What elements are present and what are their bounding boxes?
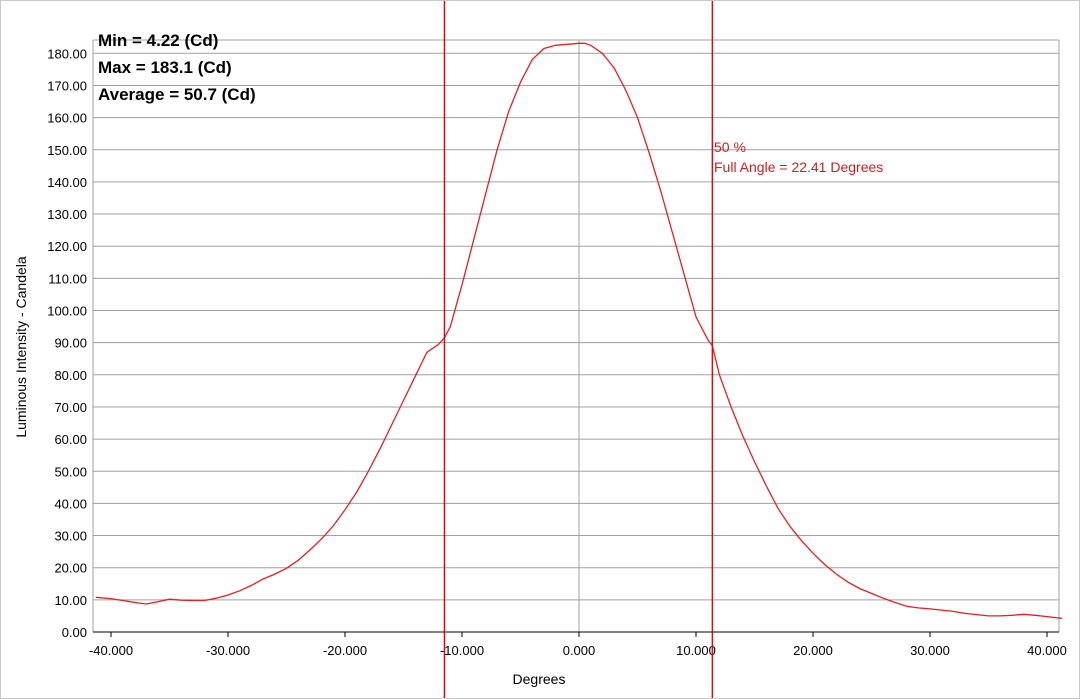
y-tick-label: 150.00 xyxy=(47,143,87,158)
vertical-markers xyxy=(443,0,714,699)
y-tick-label: 120.00 xyxy=(47,239,87,254)
x-tick-label: -40.000 xyxy=(89,643,133,658)
x-tick-label: 0.000 xyxy=(563,643,596,658)
y-tick-label: 180.00 xyxy=(47,46,87,61)
x-axis-label: Degrees xyxy=(513,671,566,687)
y-tick-label: 160.00 xyxy=(47,111,87,126)
stat-max: Max = 183.1 (Cd) xyxy=(98,58,232,77)
x-tick-label: 40.000 xyxy=(1027,643,1067,658)
y-tick-label: 10.00 xyxy=(54,593,87,608)
y-axis-label: Luminous Intensity - Candela xyxy=(13,256,29,438)
y-tick-label: 140.00 xyxy=(47,175,87,190)
grid xyxy=(92,39,1060,633)
y-tick-label: 130.00 xyxy=(47,207,87,222)
y-tick-label: 30.00 xyxy=(54,529,87,544)
annotation-full-angle: Full Angle = 22.41 Degrees xyxy=(714,159,883,175)
x-tick-label: 20.000 xyxy=(793,643,833,658)
x-tick-label: 30.000 xyxy=(910,643,950,658)
x-tick-label: -30.000 xyxy=(206,643,250,658)
x-tick-label: 10.000 xyxy=(676,643,716,658)
y-tick-label: 80.00 xyxy=(54,368,87,383)
y-tick-label: 170.00 xyxy=(47,78,87,93)
intensity-curve xyxy=(95,42,1063,620)
x-tick-label: -20.000 xyxy=(323,643,367,658)
stat-min: Min = 4.22 (Cd) xyxy=(98,31,218,50)
y-tick-label: 50.00 xyxy=(54,464,87,479)
stat-average: Average = 50.7 (Cd) xyxy=(98,85,256,104)
y-tick-label: 20.00 xyxy=(54,561,87,576)
y-ticks: 0.00 10.00 20.00 30.00 40.00 50.00 60.00 70.00 8… xyxy=(47,46,87,640)
y-tick-label: 90.00 xyxy=(54,336,87,351)
y-tick-label: 110.00 xyxy=(48,271,87,286)
x-tick-label: -10.000 xyxy=(440,643,484,658)
y-tick-label: 100.00 xyxy=(47,304,87,319)
y-tick-label: 40.00 xyxy=(54,496,87,511)
y-tick-label: 70.00 xyxy=(54,400,87,415)
y-tick-label: 0.00 xyxy=(62,625,87,640)
series xyxy=(95,42,1063,620)
x-ticks: -40.000 -30.000 -20.000 -10.000 0.000 10.000 2… xyxy=(89,631,1067,658)
annotation-percent: 50 % xyxy=(714,139,746,155)
y-tick-label: 60.00 xyxy=(54,432,87,447)
